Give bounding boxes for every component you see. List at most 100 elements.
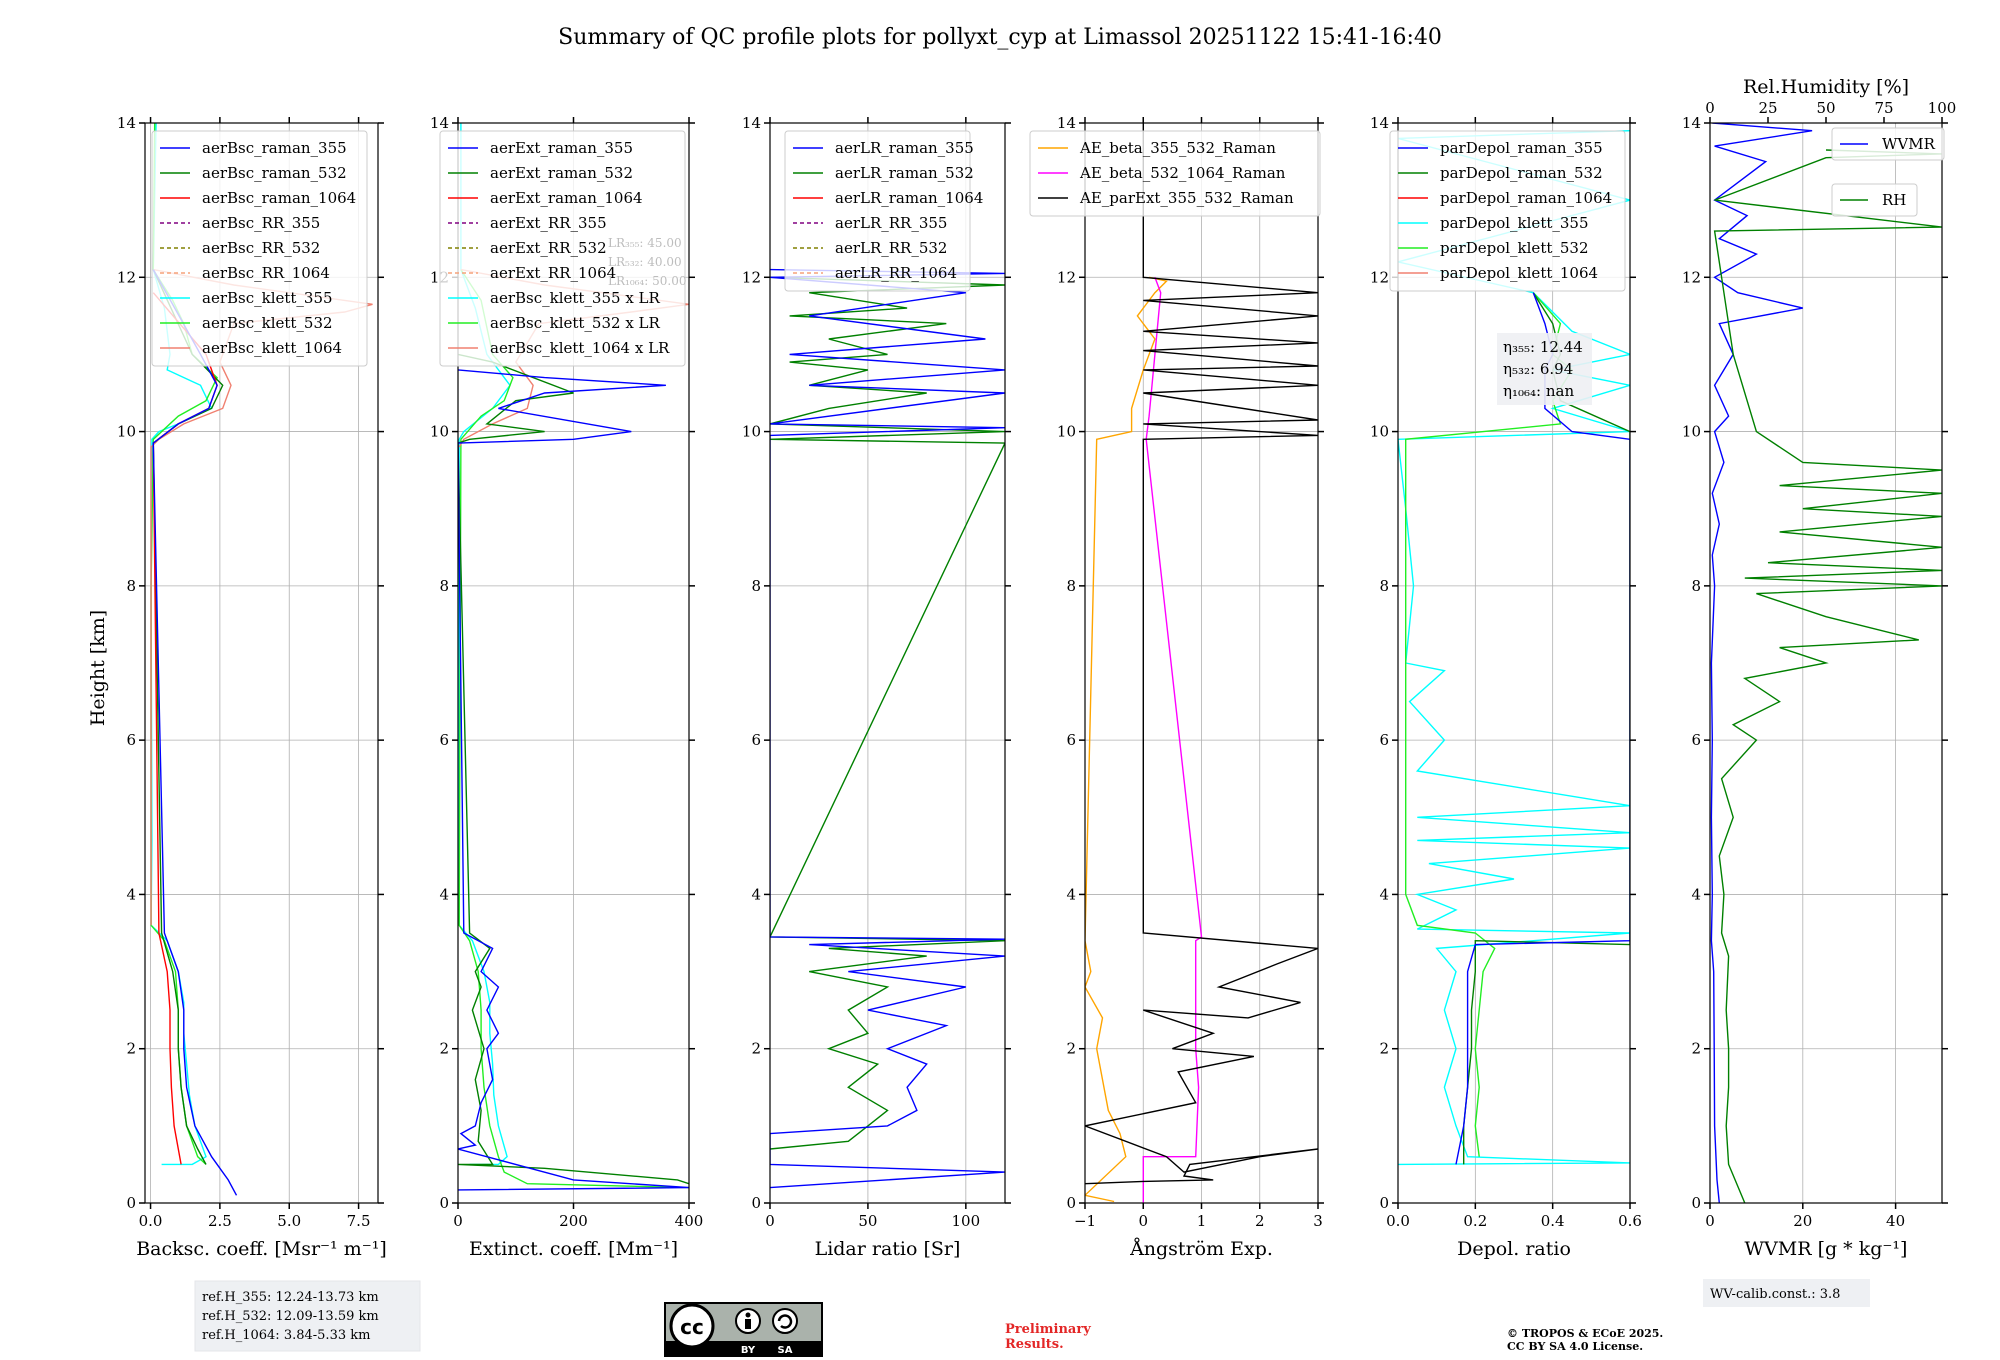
- wv-ytick-label: 4: [1691, 885, 1701, 903]
- bsc-xtick-label: 2.5: [208, 1212, 232, 1230]
- depol-xtick-label: 0.2: [1463, 1212, 1487, 1230]
- depol-ytick-label: 10: [1370, 423, 1389, 441]
- ae-xlabel: Ångström Exp.: [1129, 1238, 1273, 1260]
- wv-top-xtick-label: 0: [1705, 99, 1715, 117]
- svg-text:cc: cc: [680, 1315, 704, 1339]
- ext-lr-label: LR₃₅₅: 45.00: [608, 236, 682, 250]
- ae-ytick-label: 0: [1066, 1194, 1076, 1212]
- depol-xtick-label: 0.4: [1541, 1212, 1565, 1230]
- ext-ytick-label: 6: [439, 731, 449, 749]
- wv-xtick-label: 20: [1793, 1212, 1812, 1230]
- depol-panel: 0.0 0.2 0.4 0.6 0 2 4 6 8 10 12 14 Depol. ratio parDe…: [1370, 114, 1642, 1260]
- ext-legend-label: aerExt_RR_1064: [490, 264, 616, 282]
- bsc-legend-label: aerBsc_klett_355: [202, 289, 333, 307]
- lr-legend-label: aerLR_raman_1064: [835, 189, 983, 207]
- wv-xlabel: WVMR [g * kg⁻¹]: [1745, 1238, 1908, 1260]
- bsc-xtick-label: 5.0: [277, 1212, 301, 1230]
- ae-legend-label: AE_beta_532_1064_Raman: [1079, 164, 1286, 182]
- bsc-ytick-label: 6: [126, 731, 136, 749]
- ae-ytick-label: 12: [1057, 268, 1076, 286]
- ae-ytick-label: 6: [1066, 731, 1076, 749]
- lr-series-aerlr-raman-355: [770, 268, 1005, 1189]
- ae-xtick-label: 0: [1138, 1212, 1148, 1230]
- ext-ytick-label: 0: [439, 1194, 449, 1212]
- ext-legend-label: aerBsc_klett_532 x LR: [490, 314, 661, 332]
- figure-title: Summary of QC profile plots for pollyxt_…: [558, 25, 1442, 50]
- lr-legend-label: aerLR_RR_355: [835, 214, 947, 232]
- depol-ytick-label: 4: [1379, 885, 1389, 903]
- wv-panel: 0 20 40 0 25 50 75 100 Rel.Humidity [%] 0 2 4 6 8 10 12…: [1682, 76, 1956, 1260]
- depol-legend-label: parDepol_klett_1064: [1440, 264, 1598, 282]
- refh-box-bg: [194, 1280, 421, 1352]
- wv-calib-box: WV-calib.const.: 3.8: [1703, 1279, 1870, 1307]
- lr-series-aerlr-raman-532: [770, 276, 1005, 1150]
- lr-legend-label: aerLR_RR_532: [835, 239, 947, 257]
- lr-xlabel: Lidar ratio [Sr]: [815, 1238, 961, 1260]
- depol-legend-label: parDepol_raman_1064: [1440, 189, 1612, 207]
- depol-eta-label: η₁₀₆₄: nan: [1503, 382, 1574, 400]
- copyright-line-2: CC BY SA 4.0 License.: [1507, 1340, 1643, 1353]
- wv-series-wvmr: [1710, 123, 1813, 1203]
- wv-top-xlabel: Rel.Humidity [%]: [1743, 76, 1909, 98]
- refh-532: ref.H_532: 12.09-13.59 km: [202, 1309, 379, 1324]
- bsc-legend-label: aerBsc_raman_355: [202, 139, 347, 157]
- ae-ytick-label: 8: [1066, 577, 1076, 595]
- lr-ytick-label: 0: [751, 1194, 761, 1212]
- bsc-legend-label: aerBsc_RR_532: [202, 239, 320, 257]
- wv-calib-text: WV-calib.const.: 3.8: [1710, 1287, 1840, 1302]
- cc-sa-label: SA: [778, 1345, 793, 1356]
- ext-ytick-label: 2: [439, 1040, 449, 1058]
- depol-legend-label: parDepol_raman_355: [1440, 139, 1603, 157]
- ext-ytick-label: 4: [439, 885, 449, 903]
- depol-xtick-label: 0.6: [1618, 1212, 1642, 1230]
- lr-ytick-label: 8: [751, 577, 761, 595]
- bsc-ytick-label: 0: [126, 1194, 136, 1212]
- ext-legend-label: aerExt_RR_355: [490, 214, 607, 232]
- ae-ytick-label: 10: [1057, 423, 1076, 441]
- ae-ytick-label: 14: [1057, 114, 1076, 132]
- depol-ytick-label: 8: [1379, 577, 1389, 595]
- bsc-ytick-label: 2: [126, 1040, 136, 1058]
- lr-legend-label: aerLR_raman_532: [835, 164, 974, 182]
- lr-xtick-label: 0: [765, 1212, 775, 1230]
- ext-series-aerext-raman-532: [458, 353, 689, 1185]
- depol-eta-box: [1497, 333, 1592, 405]
- wv-top-xtick-label: 25: [1758, 99, 1777, 117]
- bsc-series-aerbsc-raman-532: [152, 269, 224, 1165]
- lr-ytick-label: 14: [742, 114, 761, 132]
- bsc-legend-label: aerBsc_RR_1064: [202, 264, 330, 282]
- ae-xtick-label: −1: [1074, 1212, 1096, 1230]
- ext-ytick-label: 10: [430, 423, 449, 441]
- wv-ytick-label: 2: [1691, 1040, 1701, 1058]
- ext-series-aerbsc-klett-532-x-lr: [458, 269, 689, 1189]
- lr-xtick-label: 50: [858, 1212, 877, 1230]
- depol-legend-label: parDepol_klett_532: [1440, 239, 1589, 257]
- depol-ytick-label: 14: [1370, 114, 1389, 132]
- wv-series-rh: [1713, 149, 1942, 1203]
- cc-icon: [669, 1303, 715, 1349]
- wv-top-xtick-label: 100: [1928, 99, 1957, 117]
- ext-ytick-label: 8: [439, 577, 449, 595]
- ext-legend-label: aerExt_RR_532: [490, 239, 607, 257]
- bsc-xtick-label: 7.5: [347, 1212, 371, 1230]
- wv-ytick-label: 12: [1682, 268, 1701, 286]
- wv-ytick-label: 6: [1691, 731, 1701, 749]
- ext-legend-label: aerBsc_klett_1064 x LR: [490, 339, 670, 357]
- bsc-xlabel: Backsc. coeff. [Msr⁻¹ m⁻¹]: [136, 1238, 387, 1260]
- ext-xlabel: Extinct. coeff. [Mm⁻¹]: [469, 1238, 678, 1260]
- wv-ytick-label: 8: [1691, 577, 1701, 595]
- wv-calib-bg: [1703, 1279, 1870, 1307]
- ae-series-ae-beta-532-1064-raman: [1142, 277, 1203, 1203]
- bsc-legend-label: aerBsc_klett_1064: [202, 339, 342, 357]
- depol-legend-label: parDepol_raman_532: [1440, 164, 1603, 182]
- preliminary-label-1: Preliminary: [1005, 1322, 1091, 1337]
- refh-355: ref.H_355: 12.24-13.73 km: [202, 1290, 379, 1305]
- lr-frame: [769, 122, 1006, 1204]
- ext-ytick-label: 14: [430, 114, 449, 132]
- ae-series-ae-parext-355-532-raman: [1085, 123, 1318, 1185]
- bsc-frame: [144, 122, 379, 1204]
- depol-series-pardepol-klett-355: [1398, 130, 1630, 1166]
